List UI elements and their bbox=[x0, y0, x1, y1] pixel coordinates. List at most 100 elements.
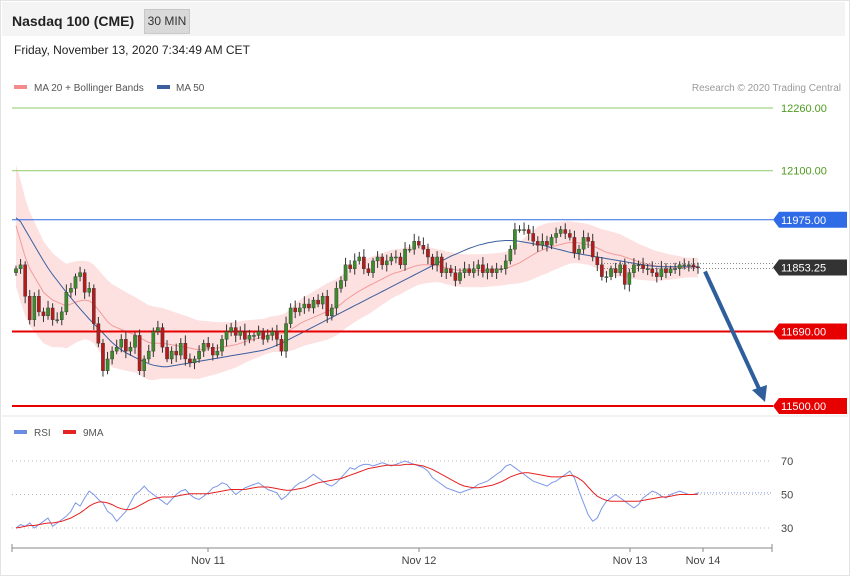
candle-body bbox=[293, 307, 298, 313]
chart-header: Nasdaq 100 (CME) 30 MIN bbox=[2, 2, 845, 36]
candle-body bbox=[604, 276, 609, 278]
candle-body bbox=[362, 256, 366, 269]
candle-body bbox=[316, 299, 320, 305]
candle-body bbox=[297, 307, 302, 313]
candle-body bbox=[357, 256, 362, 262]
candle-body bbox=[627, 272, 632, 285]
candle-body bbox=[421, 245, 426, 250]
candle-body bbox=[69, 288, 73, 293]
candle-body bbox=[394, 256, 398, 259]
x-axis: Nov 11 Nov 12 Nov 13 Nov 14 bbox=[11, 544, 773, 567]
candle-body bbox=[586, 237, 590, 242]
candle-body bbox=[339, 280, 343, 289]
legend-swatch-ma20 bbox=[14, 85, 27, 89]
candle-body bbox=[687, 264, 691, 267]
candle-body bbox=[183, 343, 188, 360]
candle-body bbox=[101, 343, 105, 371]
candle-body bbox=[435, 256, 439, 266]
candle-body bbox=[288, 307, 293, 324]
candle-body bbox=[499, 268, 503, 270]
candle-body bbox=[554, 233, 558, 238]
candle-body bbox=[50, 307, 55, 320]
candle-body bbox=[380, 256, 384, 266]
candle-body bbox=[110, 350, 114, 360]
candle-body bbox=[23, 264, 27, 297]
rsi-tick-30: 30 bbox=[781, 523, 793, 535]
bollinger-band-area bbox=[16, 164, 698, 381]
candle-body bbox=[146, 350, 151, 360]
candle-body bbox=[366, 268, 371, 273]
candle-body bbox=[636, 264, 641, 267]
candle-body bbox=[563, 229, 568, 234]
candle-body bbox=[668, 268, 673, 273]
candle-body bbox=[558, 229, 563, 234]
candle-body bbox=[252, 335, 256, 337]
candle-body bbox=[632, 264, 636, 273]
candle-body bbox=[343, 264, 348, 281]
timeframe-button[interactable]: 30 MIN bbox=[144, 9, 190, 34]
candle-body bbox=[220, 339, 224, 352]
candle-body bbox=[105, 358, 110, 371]
candle-body bbox=[467, 268, 471, 273]
candle-body bbox=[330, 307, 334, 317]
candle-body bbox=[481, 264, 485, 273]
candle-body bbox=[151, 331, 156, 352]
price-levels: 12260.00 12100.00 11975.00 11690.00 11500.00… bbox=[12, 103, 847, 414]
candle-body bbox=[462, 268, 467, 273]
chart-datetime: Friday, November 13, 2020 7:34:49 AM CET bbox=[14, 43, 250, 57]
candle-body bbox=[59, 311, 64, 320]
candle-body bbox=[398, 256, 403, 266]
candle-body bbox=[270, 331, 275, 336]
level-tag-2 bbox=[773, 211, 847, 228]
level-label-2: 11975.00 bbox=[781, 215, 826, 227]
candle-body bbox=[275, 331, 279, 340]
candle-body bbox=[508, 248, 513, 262]
candle-body bbox=[513, 229, 517, 250]
forecast-arrow-shaft bbox=[703, 270, 763, 394]
candle-body bbox=[416, 241, 421, 246]
rsi-9ma-line bbox=[15, 463, 699, 529]
candle-body bbox=[265, 335, 270, 340]
candle-body bbox=[174, 350, 179, 356]
candle-body bbox=[156, 327, 160, 332]
candle-body bbox=[371, 260, 375, 273]
candle-body bbox=[526, 229, 531, 234]
candle-body bbox=[590, 241, 595, 258]
candle-body bbox=[87, 288, 92, 293]
candle-body bbox=[165, 346, 169, 360]
candle-body bbox=[18, 264, 23, 269]
candle-body bbox=[325, 296, 330, 317]
rsi-legend: RSI 9MA bbox=[14, 428, 104, 439]
legend-swatch-9ma bbox=[63, 430, 76, 434]
legend-swatch-ma50 bbox=[157, 85, 170, 89]
candle-body bbox=[201, 343, 206, 352]
candle-body bbox=[41, 311, 46, 317]
x-tick-label-0: Nov 11 bbox=[191, 555, 225, 567]
candle-body bbox=[348, 264, 352, 269]
candle-body bbox=[384, 260, 389, 266]
candle-body bbox=[133, 335, 137, 348]
forecast-arrow-head bbox=[752, 385, 767, 402]
main-legend: MA 20 + Bollinger Bands MA 50 bbox=[14, 83, 205, 94]
ma50-line bbox=[15, 217, 698, 368]
candle-body bbox=[178, 343, 183, 356]
candle-body bbox=[229, 327, 233, 332]
candle-body bbox=[613, 268, 618, 273]
candle-body bbox=[458, 272, 462, 281]
candle-body bbox=[334, 288, 339, 309]
candle-body bbox=[677, 264, 682, 269]
forecast-arrow bbox=[703, 270, 767, 402]
candle-body bbox=[206, 343, 211, 348]
candle-body bbox=[55, 319, 59, 321]
level-label-1: 12100.00 bbox=[781, 166, 827, 178]
candle-body bbox=[650, 268, 655, 273]
candle-body bbox=[485, 268, 490, 273]
candle-body bbox=[522, 229, 526, 231]
candle-body bbox=[320, 296, 325, 305]
candle-body bbox=[490, 268, 494, 273]
legend-label-9ma: 9MA bbox=[83, 428, 104, 439]
candle-body bbox=[311, 299, 316, 309]
candle-body bbox=[14, 268, 18, 273]
